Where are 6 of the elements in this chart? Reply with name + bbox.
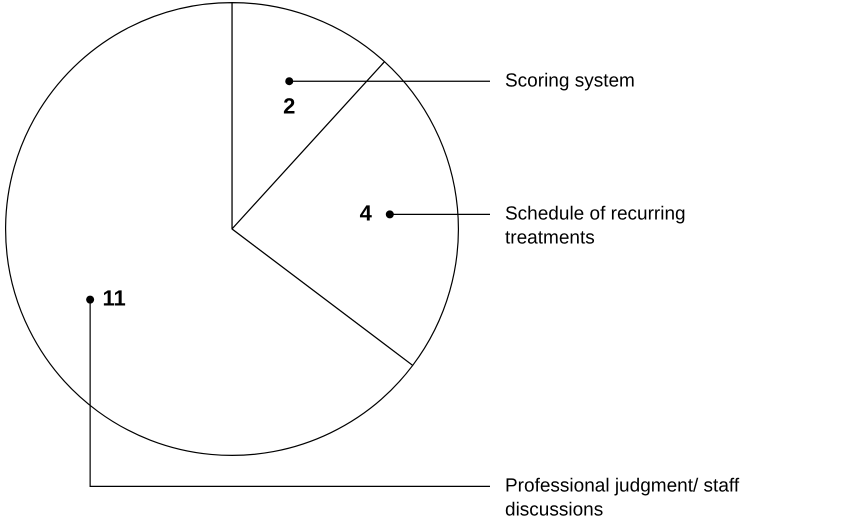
slice-label: Professional judgment/ staff discussions: [505, 476, 740, 521]
slice-label: Scoring system: [505, 70, 635, 92]
data-label: 2: [283, 93, 296, 118]
slice-label: Schedule of recurring treatments: [505, 204, 686, 249]
data-label: 11: [102, 286, 126, 311]
data-label: 4: [360, 200, 373, 226]
